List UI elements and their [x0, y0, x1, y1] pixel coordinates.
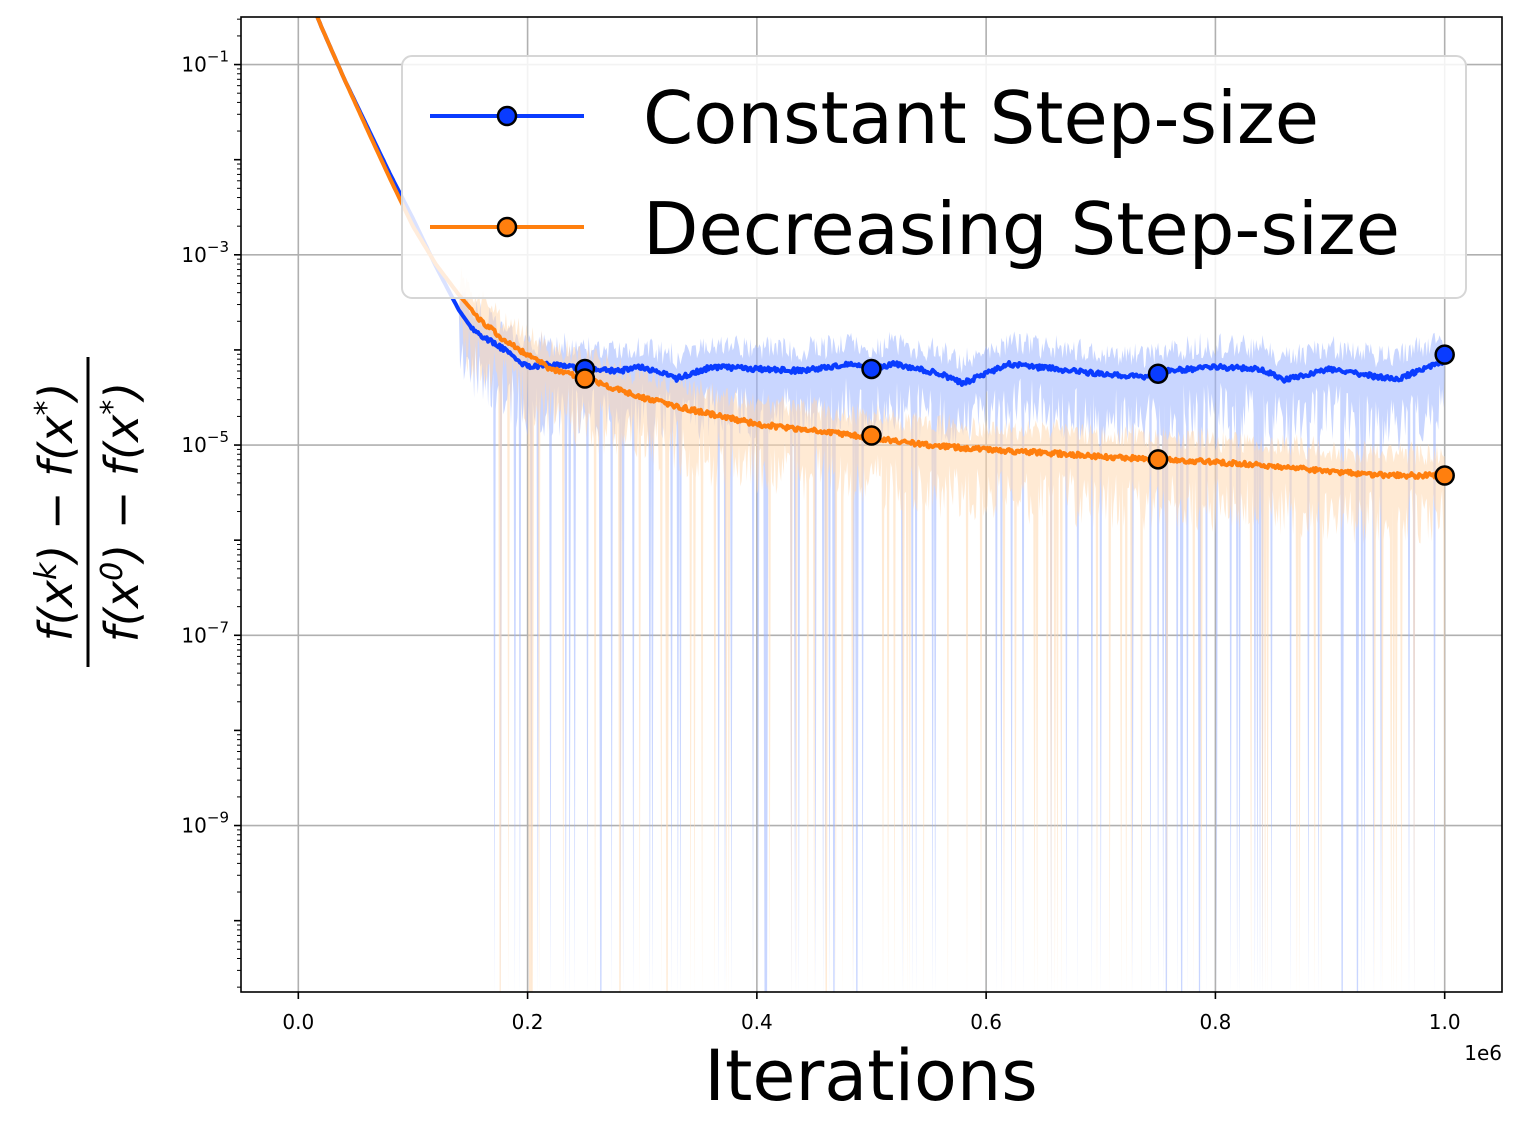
y-label-numerator: f(xk) − f(x*)	[29, 383, 83, 642]
marker-decreasing-3	[1147, 449, 1169, 470]
marker-decreasing-4	[1434, 465, 1455, 486]
x-offset-label: 1e6	[1464, 1041, 1502, 1065]
y-tick-label-1: 10−3	[181, 238, 229, 267]
y-tick-label-0: 10−1	[181, 48, 229, 77]
x-axis-ticks: 0.0 0.2 0.4 0.6 0.8 1.0	[282, 992, 1461, 1034]
x-tick-label-3: 0.6	[970, 1010, 1002, 1034]
y-axis-ticks: 10−1 10−3 10−5 10−7 10−9	[181, 18, 241, 988]
legend-label-decreasing: Decreasing Step-size	[643, 187, 1400, 271]
x-tick-label-4: 0.8	[1200, 1010, 1232, 1034]
x-tick-label-2: 0.4	[741, 1010, 773, 1034]
marker-decreasing-1	[574, 368, 596, 389]
marker-constant-2	[1147, 363, 1169, 384]
legend-marker-decreasing	[496, 216, 518, 238]
marker-constant-3	[1434, 344, 1455, 365]
x-tick-label-0: 0.0	[282, 1010, 314, 1034]
plot-frame	[240, 16, 1503, 993]
y-tick-label-3: 10−7	[181, 618, 229, 647]
series-markers	[574, 344, 1455, 486]
band-constant	[317, 17, 1445, 992]
legend-marker-constant	[496, 105, 518, 127]
x-tick-label-5: 1.0	[1429, 1010, 1461, 1034]
y-label-denominator-text: f(x0) − f(x*)	[95, 382, 149, 643]
x-axis-label: Iterations	[704, 1035, 1037, 1117]
y-tick-label-4: 10−9	[181, 809, 229, 838]
y-tick-label-2: 10−5	[181, 428, 229, 457]
marker-decreasing-2	[861, 425, 882, 446]
y-axis-label: f(xk) − f(x*) f(x0) − f(x*)	[29, 357, 149, 667]
legend-box	[401, 55, 1467, 299]
legend-label-constant: Constant Step-size	[643, 76, 1319, 160]
marker-constant-1	[861, 358, 882, 380]
confidence-bands	[317, 17, 1445, 992]
x-tick-label-1: 0.2	[512, 1010, 544, 1034]
legend: Constant Step-size Decreasing Step-size	[401, 55, 1467, 299]
